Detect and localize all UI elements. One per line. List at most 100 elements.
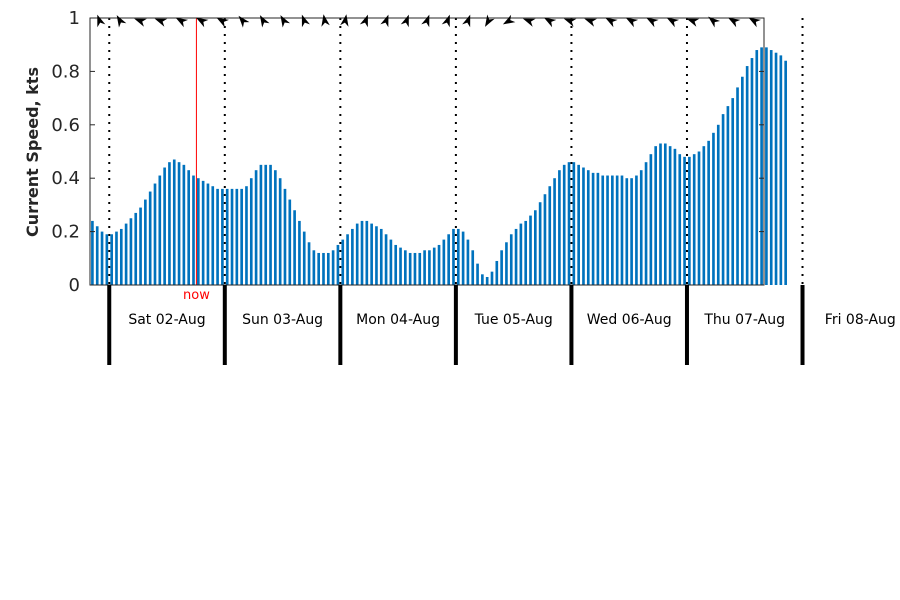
direction-arrow: [301, 14, 310, 28]
bar: [432, 247, 436, 285]
direction-arrow: [708, 16, 721, 28]
bar: [139, 207, 142, 285]
bar: [221, 188, 224, 285]
now-marker: now: [183, 18, 210, 303]
bar: [418, 252, 422, 285]
bar: [760, 47, 763, 286]
bar: [216, 188, 219, 285]
bar: [129, 218, 133, 285]
day-label: Thu 07-Aug: [703, 312, 785, 328]
direction-arrow: [154, 18, 168, 27]
bar: [360, 220, 364, 285]
bar: [745, 66, 749, 285]
bar: [726, 106, 730, 285]
direction-arrow: [134, 18, 147, 27]
day-label: Fri 08-Aug: [825, 312, 896, 328]
bar: [707, 140, 710, 285]
bar: [586, 170, 590, 285]
bar: [235, 188, 239, 285]
direction-arrow: [605, 17, 618, 28]
bar: [351, 228, 354, 285]
bar: [269, 164, 272, 285]
bar: [206, 183, 210, 285]
bar: [394, 244, 398, 285]
bar: [697, 151, 701, 285]
bar: [274, 170, 277, 285]
bar: [635, 175, 638, 285]
y-axis: 0 0.2 0.4 0.6 0.8 1: [51, 8, 764, 296]
bar: [591, 172, 595, 285]
direction-arrow: [625, 17, 639, 28]
bar: [91, 220, 94, 285]
bar: [230, 188, 234, 285]
bar: [148, 191, 152, 285]
bar: [572, 162, 576, 285]
bar: [514, 228, 518, 285]
bar: [115, 231, 118, 285]
bar: [548, 186, 552, 285]
bar: [663, 143, 667, 285]
bar: [519, 223, 523, 285]
bar: [500, 250, 503, 285]
bar: [192, 175, 195, 285]
bar: [567, 162, 571, 285]
direction-arrow: [321, 14, 330, 27]
bar: [582, 167, 585, 285]
bar: [245, 186, 248, 285]
bar: [769, 50, 773, 285]
bar: [784, 60, 787, 285]
bar: [259, 164, 263, 285]
bar: [755, 50, 759, 285]
bar: [278, 178, 282, 285]
direction-arrow: [646, 17, 659, 28]
direction-arrow: [116, 15, 127, 28]
bar: [765, 47, 768, 286]
bar: [346, 234, 349, 285]
bar: [741, 76, 744, 286]
now-label: now: [183, 288, 210, 303]
bar: [110, 234, 113, 285]
y-tick-label: 0.4: [51, 168, 80, 189]
bar: [240, 188, 243, 285]
bar: [538, 202, 542, 285]
bar: [534, 210, 537, 285]
bar: [365, 220, 369, 285]
bar: [298, 220, 301, 285]
bar: [558, 170, 561, 285]
bar: [336, 244, 340, 285]
direction-arrow: [175, 17, 189, 28]
direction-arrow: [728, 17, 741, 28]
bar: [620, 175, 624, 285]
bar: [312, 250, 316, 285]
bar: [476, 263, 479, 285]
direction-arrow: [380, 14, 389, 28]
bar: [630, 178, 633, 285]
bar: [461, 231, 465, 285]
bar: [644, 162, 648, 285]
direction-arrow: [441, 14, 450, 28]
bar: [779, 55, 783, 285]
bar: [577, 164, 580, 285]
bar: [692, 154, 696, 285]
day-label: Mon 04-Aug: [356, 312, 440, 328]
bar: [124, 223, 128, 285]
y-tick-label: 0.8: [51, 61, 80, 82]
direction-arrow: [400, 14, 409, 28]
direction-arrow: [502, 14, 516, 25]
bar: [158, 175, 162, 285]
day-label: Tue 05-Aug: [474, 312, 553, 328]
bar: [490, 271, 494, 285]
bar: [399, 247, 402, 285]
plot-area-frame: [89, 17, 765, 286]
bar: [384, 234, 388, 285]
day-axis: Sat 02-Aug Sun 03-Aug Mon 04-Aug Tue 05-Aug…: [107, 285, 896, 365]
bar: [153, 183, 157, 285]
bar: [197, 178, 200, 285]
bar: [456, 228, 460, 285]
bar: [105, 234, 109, 285]
bar: [639, 170, 643, 285]
bar: [182, 164, 186, 285]
bar: [452, 228, 455, 285]
bar: [659, 143, 662, 285]
